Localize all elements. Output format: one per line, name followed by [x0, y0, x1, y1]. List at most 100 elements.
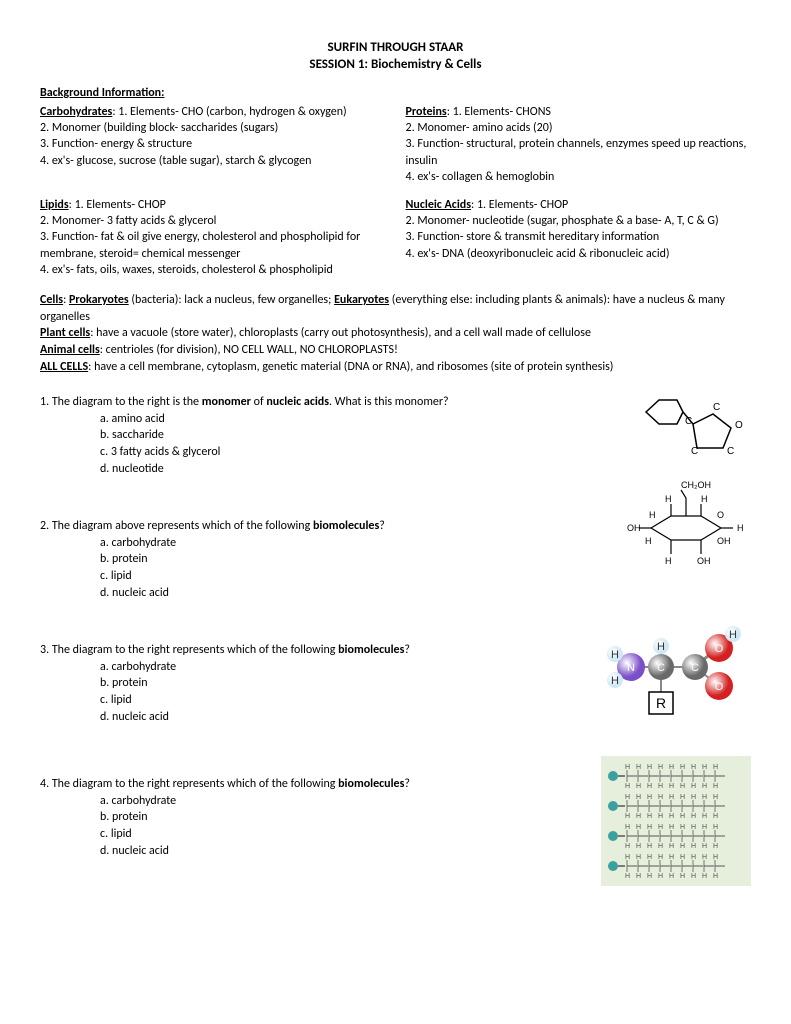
- svg-text:H: H: [625, 854, 630, 861]
- q3-opt-b: b. protein: [100, 675, 591, 692]
- svg-text:H: H: [658, 873, 663, 880]
- svg-text:H: H: [729, 629, 737, 641]
- svg-text:H: H: [680, 873, 685, 880]
- q4-opt-a: a. carbohydrate: [100, 793, 591, 810]
- svg-text:H: H: [625, 824, 630, 831]
- svg-text:H: H: [669, 873, 674, 880]
- svg-text:H: H: [713, 764, 718, 771]
- svg-text:H: H: [713, 843, 718, 850]
- svg-text:H: H: [647, 764, 652, 771]
- svg-text:H: H: [658, 794, 663, 801]
- q2-opt-d: d. nucleic acid: [100, 585, 611, 602]
- svg-text:H: H: [636, 824, 641, 831]
- q2-opt-c: c. lipid: [100, 568, 611, 585]
- svg-text:H: H: [691, 794, 696, 801]
- svg-text:H: H: [680, 764, 685, 771]
- svg-text:OH: OH: [627, 523, 641, 533]
- q4-opt-c: c. lipid: [100, 826, 591, 843]
- title-line-1: SURFIN THROUGH STAAR: [40, 40, 751, 55]
- question-1: 1. The diagram to the right is the monom…: [40, 394, 751, 478]
- svg-text:H: H: [647, 854, 652, 861]
- svg-text:H: H: [658, 854, 663, 861]
- nucleotide-diagram: C O C C C: [641, 394, 751, 478]
- svg-text:H: H: [713, 824, 718, 831]
- svg-text:H: H: [691, 824, 696, 831]
- svg-text:H: H: [691, 854, 696, 861]
- question-2: 2. The diagram above represents which of…: [40, 518, 751, 602]
- svg-text:H: H: [665, 556, 672, 566]
- svg-text:OH: OH: [697, 556, 711, 566]
- svg-text:H: H: [680, 824, 685, 831]
- svg-text:C: C: [713, 402, 720, 413]
- svg-text:H: H: [669, 824, 674, 831]
- q1-opt-d: d. nucleotide: [100, 461, 631, 478]
- svg-text:H: H: [713, 873, 718, 880]
- svg-text:O: O: [715, 643, 724, 655]
- svg-text:H: H: [647, 824, 652, 831]
- svg-text:H: H: [647, 843, 652, 850]
- svg-text:H: H: [702, 764, 707, 771]
- svg-text:H: H: [702, 873, 707, 880]
- svg-text:H: H: [713, 794, 718, 801]
- svg-text:H: H: [702, 854, 707, 861]
- svg-text:CH₂OH: CH₂OH: [681, 480, 711, 490]
- svg-text:H: H: [713, 854, 718, 861]
- carbohydrates-block: Carbohydrates: 1. Elements- CHO (carbon,…: [40, 104, 386, 185]
- svg-text:O: O: [715, 681, 724, 693]
- svg-text:H: H: [658, 824, 663, 831]
- svg-text:OH: OH: [717, 536, 731, 546]
- svg-text:H: H: [647, 783, 652, 790]
- q4-opt-b: b. protein: [100, 809, 591, 826]
- svg-text:H: H: [702, 824, 707, 831]
- svg-text:O: O: [735, 420, 743, 431]
- svg-text:R: R: [656, 695, 666, 711]
- svg-text:H: H: [702, 813, 707, 820]
- q4-opt-d: d. nucleic acid: [100, 843, 591, 860]
- svg-text:H: H: [645, 536, 652, 546]
- background-info-header: Background Information:: [40, 86, 751, 100]
- q1-opt-b: b. saccharide: [100, 427, 631, 444]
- svg-text:H: H: [680, 813, 685, 820]
- svg-text:H: H: [669, 854, 674, 861]
- svg-text:C: C: [691, 662, 699, 674]
- title-line-2: SESSION 1: Biochemistry & Cells: [40, 57, 751, 72]
- svg-text:H: H: [680, 783, 685, 790]
- nucleic-acids-block: Nucleic Acids: 1. Elements- CHOP 2. Mono…: [406, 197, 752, 278]
- question-4: 4. The diagram to the right represents w…: [40, 776, 751, 890]
- svg-text:H: H: [625, 813, 630, 820]
- lipids-block: Lipids: 1. Elements- CHOP 2. Monomer- 3 …: [40, 197, 386, 278]
- svg-text:H: H: [665, 494, 672, 504]
- question-3: 3. The diagram to the right represents w…: [40, 642, 751, 736]
- svg-text:N: N: [627, 662, 635, 674]
- lipid-diagram: HHHHHHHHHHHHHHHHHHHHHHHHHHHHHHHHHHHHHHHH…: [601, 756, 751, 890]
- svg-text:H: H: [625, 783, 630, 790]
- svg-text:H: H: [647, 873, 652, 880]
- svg-text:H: H: [625, 843, 630, 850]
- svg-text:C: C: [657, 662, 665, 674]
- svg-text:H: H: [625, 794, 630, 801]
- svg-text:H: H: [636, 843, 641, 850]
- svg-text:H: H: [636, 783, 641, 790]
- svg-text:H: H: [701, 494, 708, 504]
- svg-text:C: C: [727, 446, 734, 457]
- svg-text:H: H: [625, 764, 630, 771]
- svg-text:H: H: [702, 794, 707, 801]
- svg-text:H: H: [669, 794, 674, 801]
- proteins-block: Proteins: 1. Elements- CHONS 2. Monomer-…: [406, 104, 752, 185]
- cells-block: Cells: Prokaryotes (bacteria): lack a nu…: [40, 292, 751, 376]
- svg-text:H: H: [649, 510, 656, 520]
- svg-text:H: H: [713, 783, 718, 790]
- svg-text:H: H: [647, 794, 652, 801]
- svg-text:H: H: [658, 843, 663, 850]
- svg-text:H: H: [636, 854, 641, 861]
- svg-text:C: C: [685, 416, 692, 427]
- q3-opt-c: c. lipid: [100, 692, 591, 709]
- svg-text:H: H: [713, 813, 718, 820]
- svg-text:H: H: [625, 873, 630, 880]
- amino-acid-diagram: NHHCHCOOHR: [601, 612, 751, 736]
- svg-text:H: H: [658, 783, 663, 790]
- svg-text:C: C: [691, 446, 698, 457]
- svg-text:H: H: [658, 764, 663, 771]
- q1-opt-c: c. 3 fatty acids & glycerol: [100, 444, 631, 461]
- svg-text:H: H: [611, 675, 619, 687]
